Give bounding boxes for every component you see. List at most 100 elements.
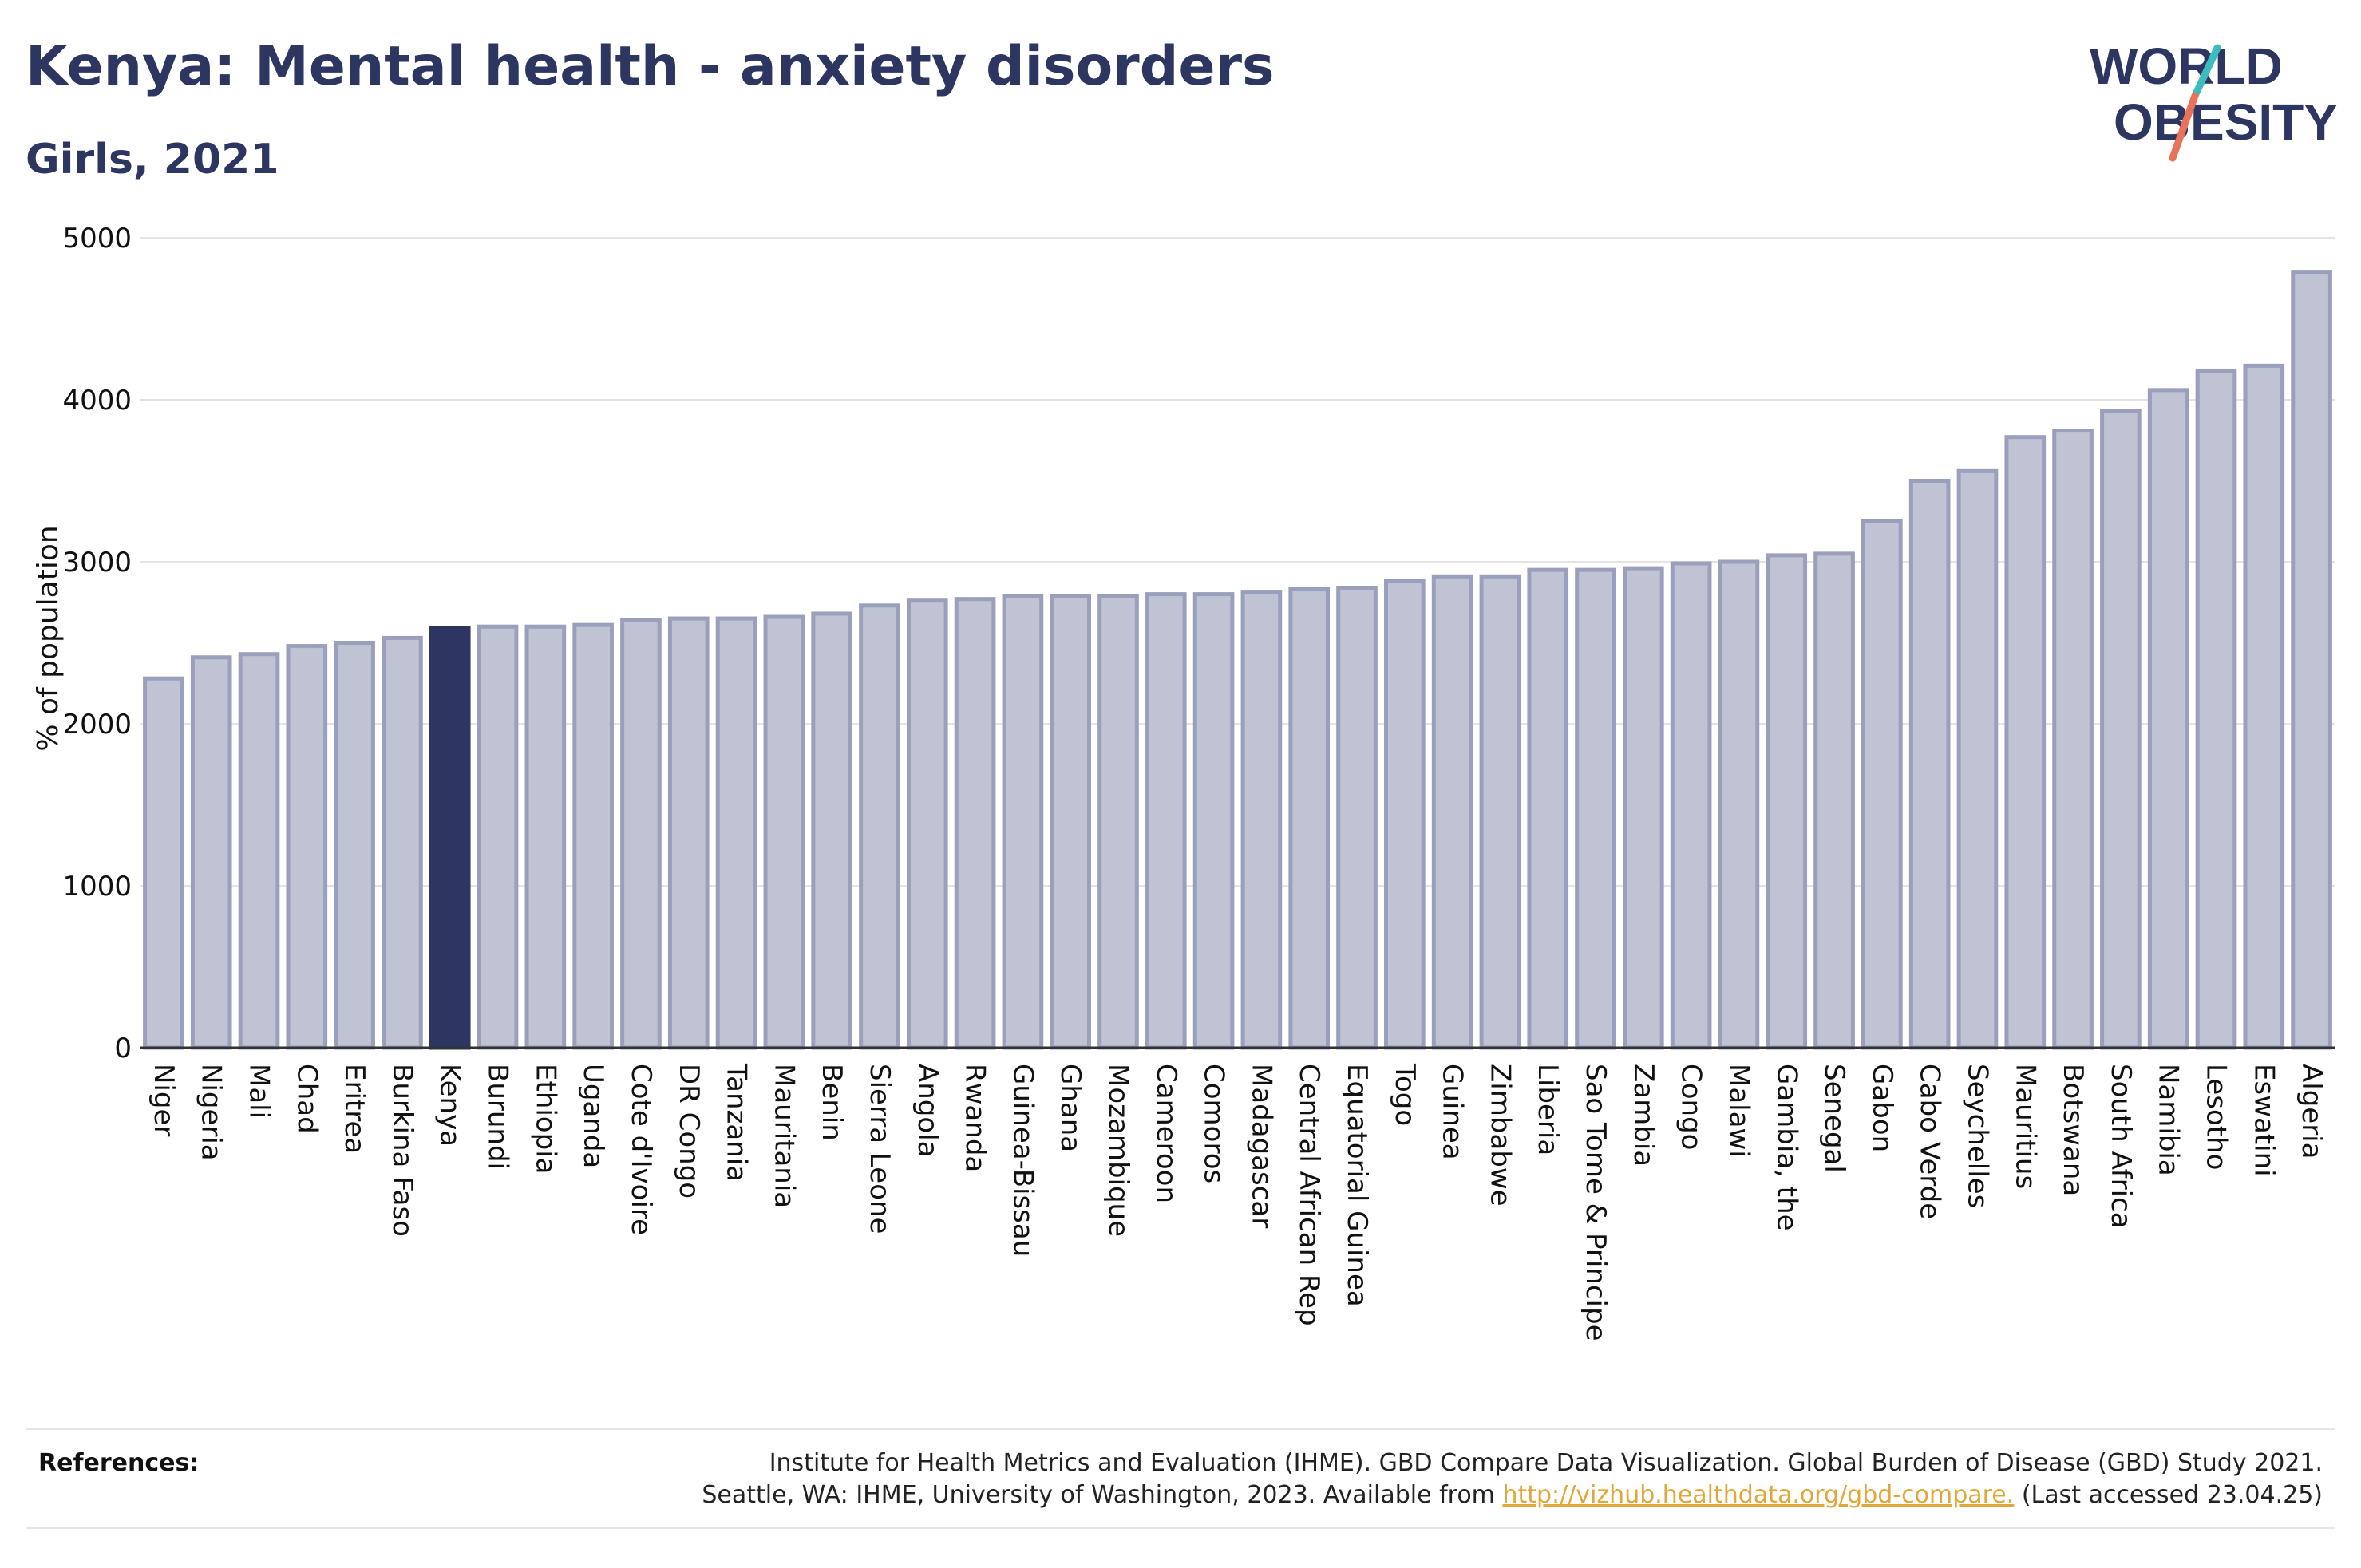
bar-madagascar [1240,590,1283,1050]
logo-line-2: OBESITY [2114,93,2338,151]
bar-nigeria [190,655,232,1050]
x-tick-label: Algeria [2296,1064,2327,1159]
bar-gabon [1861,519,1903,1050]
references-label: References: [38,1449,200,1477]
bar-eswatini [2243,363,2285,1050]
y-axis-label: % of population [32,525,65,751]
x-tick-label: Comoros [1198,1064,1230,1183]
bar-sao-tome-principe [1575,567,1616,1050]
x-tick-label: Nigeria [196,1064,227,1161]
bar-rwanda [954,597,996,1050]
x-tick-label: Senegal [1818,1064,1850,1173]
chart-subtitle: Girls, 2021 [26,136,279,184]
x-tick-label: Cameroon [1150,1064,1182,1203]
y-tick-label: 4000 [62,385,132,417]
x-tick-label: Zambia [1627,1064,1659,1167]
bar-tanzania [715,616,757,1050]
bar-mozambique [1097,594,1139,1050]
bar-cameroon [1145,592,1187,1050]
bar-togo [1383,579,1426,1050]
bar-guinea-bissau [1002,594,1044,1050]
y-tick-label: 0 [114,1033,132,1064]
bar-algeria [2291,270,2332,1050]
y-tick-label: 5000 [62,223,132,255]
logo-slash-top [2191,44,2221,100]
x-tick-label: Burkina Faso [386,1064,418,1237]
x-tick-label: Tanzania [721,1063,753,1182]
bar-sierra-leone [859,603,900,1050]
x-tick-label: Madagascar [1245,1064,1277,1228]
bar-comoros [1192,592,1235,1050]
references-text: Institute for Health Metrics and Evaluat… [702,1448,2323,1511]
x-tick-labels: Niger Nigeria Mali Chad Eritrea Burkina Faso K… [148,1063,2327,1341]
x-tick-label: Eritrea [338,1064,370,1154]
bar-zambia [1623,566,1664,1050]
logo-line-1: WORLD [2090,38,2283,95]
bar-central-african-rep [1288,587,1331,1050]
references-link[interactable]: http://vizhub.healthdata.org/gbd-compare… [1502,1481,2015,1509]
bar-cote-d-ivoire [620,618,662,1050]
x-tick-label: Sierra Leone [864,1064,896,1234]
x-tick-label: Namibia [2153,1064,2185,1176]
x-tick-label: Guinea [1437,1064,1469,1160]
x-tick-label: Kenya [434,1064,466,1147]
y-tick-label: 2000 [62,709,132,741]
bar-burkina-faso [382,635,423,1050]
x-tick-label: Mali [243,1064,275,1119]
bar-south-africa [2100,409,2142,1050]
x-tick-label: Eswatini [2248,1064,2280,1177]
x-tick-label: Liberia [1532,1064,1564,1155]
x-tick-label: Rwanda [959,1064,991,1172]
x-tick-label: Lesotho [2200,1064,2232,1170]
x-tick-label: Mauritius [2009,1064,2041,1189]
x-tick-label: Mauritania [768,1064,800,1208]
bar-liberia [1527,567,1569,1050]
bar-equatorial-guinea [1336,585,1378,1050]
x-tick-label: Zimbabwe [1484,1064,1516,1207]
x-tick-label: Ethiopia [529,1064,561,1174]
x-tick-label: Cabo Verde [1914,1064,1946,1219]
x-tick-label: Burundi [482,1064,514,1170]
bar-chart: 0 1000 2000 3000 4000 5000 Niger Nigeria Mali Ch… [32,223,2335,1341]
bar-angola [906,598,948,1050]
x-tick-label: Angola [912,1064,943,1157]
x-tick-label: Central African Rep [1293,1064,1325,1326]
bar-mauritania [763,614,805,1050]
references-line-1: Institute for Health Metrics and Evaluat… [769,1449,2323,1477]
x-tick-label: Seychelles [1961,1064,1993,1208]
bar-seychelles [1956,468,1999,1050]
references-line-2: Seattle, WA: IHME, University of Washing… [702,1479,2323,1511]
references-line-2-prefix: Seattle, WA: IHME, University of Washing… [702,1481,1503,1509]
bar-dr-congo [667,616,710,1050]
bar-zimbabwe [1479,574,1521,1050]
x-tick-label: Gabon [1866,1064,1898,1152]
x-tick-label: Guinea-Bissau [1006,1064,1038,1257]
world-obesity-logo: WORLD OBESITY [2090,38,2338,162]
bar-ghana [1050,594,1092,1050]
x-tick-label: Congo [1675,1064,1707,1150]
bar-namibia [2147,388,2189,1050]
bars [143,270,2332,1050]
bar-guinea [1431,574,1473,1050]
x-tick-label: Equatorial Guinea [1341,1064,1373,1307]
references-line-2-suffix: (Last accessed 23.04.25) [2014,1481,2323,1509]
bar-uganda [572,622,614,1050]
bar-niger [143,676,184,1050]
x-tick-label: Niger [148,1064,180,1136]
y-tick-label: 1000 [62,871,132,902]
x-tick-label: Togo [1389,1063,1421,1126]
y-tick-label: 3000 [62,547,132,579]
bar-mauritius [2004,435,2047,1050]
bar-mali [238,652,280,1050]
x-tick-label: Benin [816,1064,848,1141]
x-tick-label: South Africa [2105,1064,2137,1229]
bar-cabo-verde [1908,479,1951,1050]
x-tick-label: Malawi [1722,1064,1754,1158]
logo-slash-bottom [2169,92,2199,162]
y-tick-labels: 0 1000 2000 3000 4000 5000 [62,223,132,1064]
x-tick-label: Sao Tome & Principe [1580,1064,1612,1341]
x-tick-label: DR Congo [673,1064,705,1199]
x-tick-label: Cote d'Ivoire [625,1064,657,1235]
bar-lesotho [2195,368,2237,1050]
bar-gambia-the [1766,553,1808,1050]
